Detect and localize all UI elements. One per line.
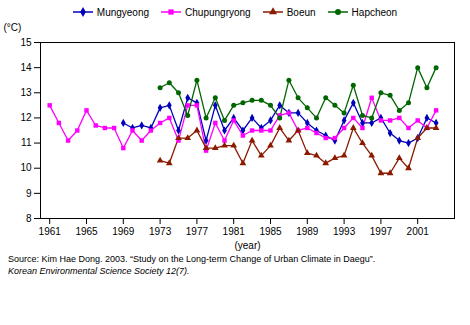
svg-text:(year): (year): [234, 240, 260, 251]
svg-text:1989: 1989: [296, 226, 319, 237]
svg-text:1981: 1981: [223, 226, 246, 237]
html-text:Korean Environmental Science S: Korean Environmental Science Society 12(…: [8, 265, 190, 276]
svg-text:15: 15: [20, 37, 32, 48]
svg-text:1977: 1977: [186, 226, 209, 237]
svg-text:10: 10: [20, 162, 32, 173]
svg-text:1965: 1965: [75, 226, 98, 237]
html-text:Mungyeong: Mungyeong: [96, 6, 150, 18]
svg-text:1993: 1993: [333, 226, 356, 237]
svg-text:(°C): (°C): [4, 22, 22, 33]
html-text:Source: Kim Hae Dong. 2003. “S: Source: Kim Hae Dong. 2003. “Study on th…: [8, 254, 376, 264]
svg-text:12: 12: [20, 112, 32, 123]
svg-text:1973: 1973: [149, 226, 172, 237]
html-text:Boeun: Boeun: [286, 6, 316, 18]
svg-text:1969: 1969: [112, 226, 135, 237]
html-text:Chupungryong: Chupungryong: [185, 6, 251, 18]
svg-text:11: 11: [21, 137, 32, 148]
svg-text:8: 8: [26, 213, 32, 224]
svg-text:13: 13: [20, 87, 32, 98]
svg-text:14: 14: [20, 62, 32, 73]
html-text:Hapcheon: Hapcheon: [351, 6, 398, 18]
svg-text:1997: 1997: [370, 226, 393, 237]
svg-text:1985: 1985: [259, 226, 282, 237]
svg-text:1961: 1961: [39, 226, 62, 237]
svg-text:2001: 2001: [407, 226, 430, 237]
svg-text:9: 9: [26, 188, 32, 199]
